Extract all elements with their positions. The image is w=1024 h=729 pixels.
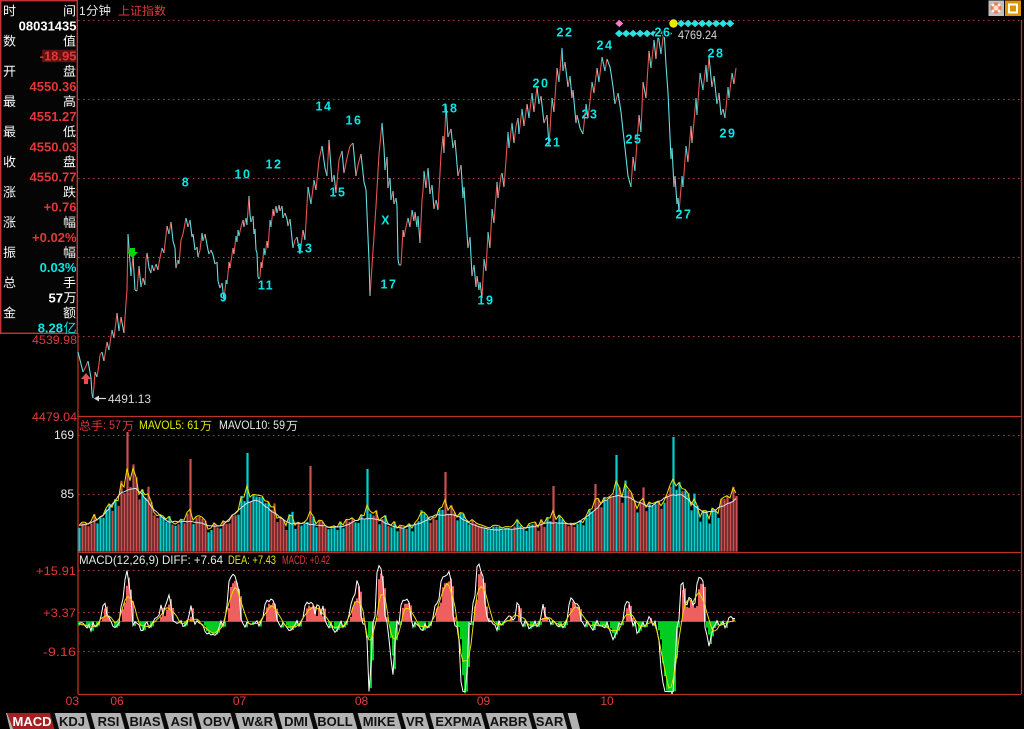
- svg-text:25: 25: [626, 133, 643, 147]
- svg-text:29: 29: [720, 127, 737, 141]
- svg-text:RSI: RSI: [98, 714, 120, 729]
- svg-text:18: 18: [442, 102, 459, 116]
- svg-text:DEA: +7.43: DEA: +7.43: [228, 553, 276, 567]
- svg-text:MIKE: MIKE: [363, 714, 396, 729]
- svg-text:10: 10: [235, 168, 252, 182]
- svg-text:MAVOL10: 59: MAVOL10: 59: [219, 418, 285, 432]
- svg-text:12: 12: [266, 158, 283, 172]
- svg-text:+0.76: +0.76: [44, 200, 77, 215]
- svg-text:16: 16: [346, 114, 363, 128]
- svg-text:4551.27: 4551.27: [30, 109, 77, 124]
- svg-text:26: 26: [655, 26, 672, 40]
- svg-text:-9.16: -9.16: [43, 645, 76, 659]
- svg-text:1: 1: [79, 4, 86, 18]
- svg-text:15: 15: [330, 186, 347, 200]
- svg-text:24: 24: [597, 39, 614, 53]
- svg-text:13: 13: [297, 242, 314, 256]
- svg-text:07: 07: [233, 694, 247, 708]
- svg-text:8: 8: [182, 176, 190, 190]
- svg-text:4491.13: 4491.13: [108, 392, 151, 406]
- svg-text:MACD(12,26,9) DIFF: +7.64: MACD(12,26,9) DIFF: +7.64: [79, 553, 223, 567]
- svg-text:4550.03: 4550.03: [30, 139, 77, 154]
- svg-text:19: 19: [478, 294, 495, 308]
- svg-text:: 57: : 57: [103, 418, 121, 432]
- svg-text:4479.04: 4479.04: [32, 410, 77, 424]
- svg-text:BOLL: BOLL: [317, 714, 352, 729]
- svg-text:27: 27: [676, 208, 693, 222]
- svg-text:-18.95: -18.95: [40, 49, 77, 64]
- svg-text:OBV: OBV: [203, 714, 232, 729]
- svg-text:21: 21: [545, 136, 562, 150]
- svg-text:SAR: SAR: [536, 714, 564, 729]
- svg-text:11: 11: [258, 279, 274, 293]
- svg-text:4550.77: 4550.77: [30, 170, 77, 185]
- svg-text:85: 85: [61, 487, 75, 501]
- svg-text:28: 28: [708, 47, 725, 61]
- svg-text:4539.98: 4539.98: [32, 333, 77, 347]
- svg-text:ASI: ASI: [171, 714, 193, 729]
- svg-text:ARBR: ARBR: [490, 714, 528, 729]
- svg-text:MACD: MACD: [13, 714, 52, 729]
- svg-text:+15.91: +15.91: [36, 564, 76, 578]
- svg-text:57: 57: [49, 290, 63, 305]
- svg-text:06: 06: [110, 694, 124, 708]
- svg-text:+0.02%: +0.02%: [32, 230, 77, 245]
- svg-text:KDJ: KDJ: [59, 714, 85, 729]
- svg-text:MACD: +0.42: MACD: +0.42: [282, 553, 330, 567]
- svg-text:22: 22: [557, 26, 574, 40]
- svg-text:W&R: W&R: [242, 714, 274, 729]
- svg-text:0.03%: 0.03%: [40, 260, 77, 275]
- svg-text:23: 23: [582, 108, 599, 122]
- svg-text:VR: VR: [406, 714, 425, 729]
- svg-text:DMI: DMI: [284, 714, 308, 729]
- svg-text:9: 9: [220, 291, 228, 305]
- svg-text:08031435: 08031435: [19, 19, 77, 34]
- svg-text:MAVOL5: 61: MAVOL5: 61: [139, 418, 199, 432]
- svg-text:EXPMA: EXPMA: [435, 714, 482, 729]
- svg-text:09: 09: [477, 694, 491, 708]
- svg-text:10: 10: [600, 694, 614, 708]
- svg-text:17: 17: [381, 278, 398, 292]
- svg-text:169: 169: [54, 428, 74, 442]
- svg-text:08: 08: [355, 694, 369, 708]
- svg-text:X: X: [381, 214, 391, 228]
- svg-text:BIAS: BIAS: [129, 714, 160, 729]
- svg-text:20: 20: [533, 77, 550, 91]
- svg-text:03: 03: [66, 694, 80, 708]
- svg-text:4769.24: 4769.24: [678, 28, 717, 42]
- svg-text:8.28: 8.28: [38, 321, 63, 336]
- svg-text:+3.37: +3.37: [43, 606, 76, 620]
- svg-text:14: 14: [316, 100, 333, 114]
- svg-text:4550.36: 4550.36: [30, 79, 77, 94]
